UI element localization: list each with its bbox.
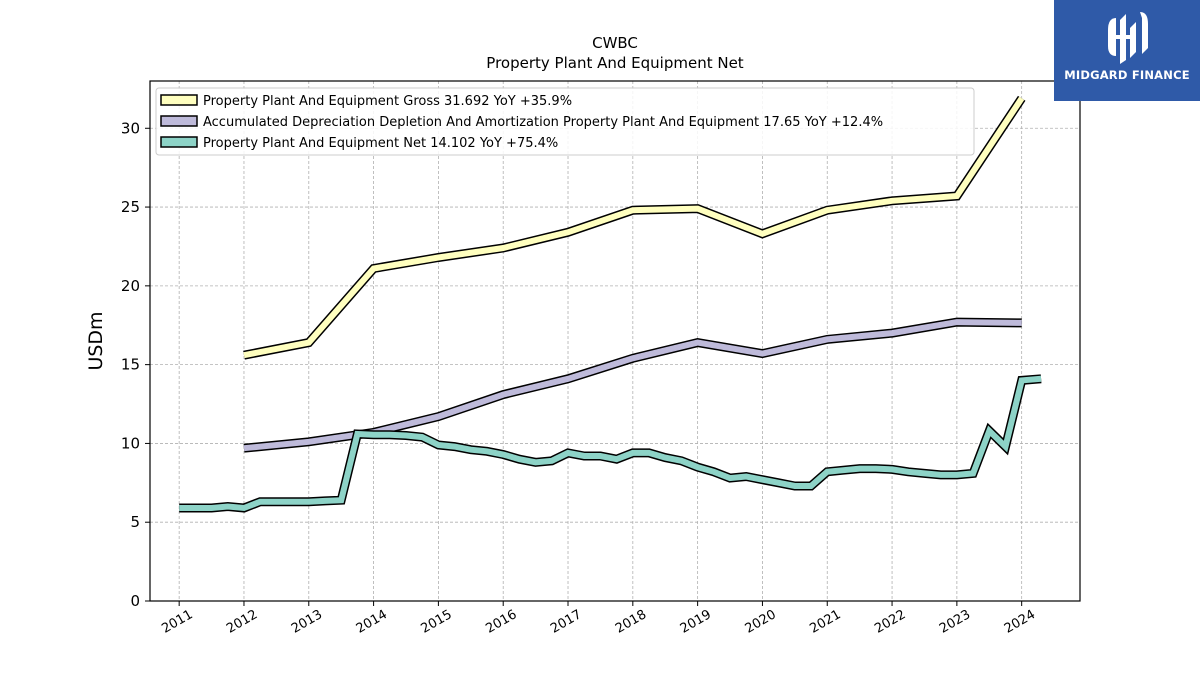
series-line-0 [243, 96, 1025, 359]
x-tick-label: 2016 [483, 607, 519, 637]
grid [150, 81, 1080, 602]
legend-label-1: Accumulated Depreciation Depletion And A… [203, 115, 883, 130]
brand-name: MIDGARD FINANCE [1064, 68, 1190, 82]
legend-box [155, 87, 975, 156]
x-tick-label: 2022 [872, 607, 908, 637]
y-tick-label: 0 [130, 592, 140, 610]
x-tick-label: 2017 [548, 607, 584, 637]
chart-title: CWBC [592, 34, 638, 52]
x-tick-label: 2020 [743, 607, 779, 637]
x-tick-label: 2024 [1002, 607, 1038, 637]
x-tick-label: 2015 [419, 607, 455, 637]
y-tick-label: 30 [121, 119, 140, 137]
legend-swatch-0 [160, 94, 198, 106]
y-tick-label: 20 [121, 277, 140, 295]
chart-subtitle: Property Plant And Equipment Net [486, 54, 743, 72]
x-tick-label: 2014 [354, 607, 390, 637]
x-tick-label: 2013 [289, 607, 325, 637]
x-tick-label: 2023 [937, 607, 973, 637]
x-tick-label: 2018 [613, 607, 649, 637]
y-tick-label: 15 [121, 356, 140, 374]
legend-swatch-1 [160, 115, 198, 127]
plot-frame [149, 80, 1081, 602]
legend-swatch-2 [160, 136, 198, 148]
x-tick-label: 2019 [678, 607, 714, 637]
midgard-logo-icon [1108, 12, 1148, 64]
brand-logo: MIDGARD FINANCE [1054, 0, 1200, 101]
legend: Property Plant And Equipment Gross 31.69… [155, 87, 975, 156]
y-tick-label: 25 [121, 198, 140, 216]
y-tick-label: 10 [121, 434, 140, 452]
series-layer [179, 95, 1042, 513]
legend-label-2: Property Plant And Equipment Net 14.102 … [203, 136, 558, 151]
x-tick-label: 2021 [807, 607, 843, 637]
series-line-2 [179, 375, 1042, 512]
x-tick-label: 2011 [159, 607, 195, 637]
x-tick-label: 2012 [224, 607, 260, 637]
y-axis-label: USDm [85, 311, 107, 370]
y-tick-label: 5 [130, 513, 140, 531]
legend-label-0: Property Plant And Equipment Gross 31.69… [203, 94, 572, 109]
